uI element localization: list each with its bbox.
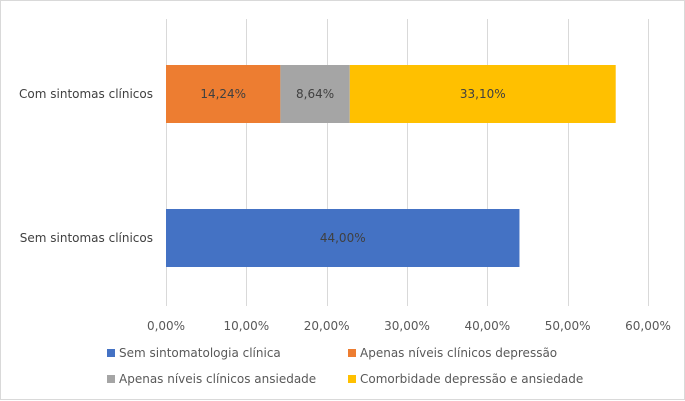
x-tick-label: 0,00% [147, 319, 185, 333]
legend-label: Comorbidade depressão e ansiedade [360, 372, 583, 386]
bar-segment [166, 65, 281, 123]
legend-swatch [348, 375, 356, 383]
legend-label: Apenas níveis clínicos ansiedade [119, 372, 316, 386]
legend: Sem sintomatologia clínica Apenas níveis … [107, 346, 583, 386]
category-label: Sem sintomas clínicos [20, 231, 153, 245]
x-tick-label: 20,00% [304, 319, 350, 333]
legend-swatch [348, 349, 356, 357]
x-tick-label: 60,00% [625, 319, 671, 333]
bar-segment [166, 209, 520, 267]
x-tick-labels: 0,00% 10,00% 20,00% 30,00% 40,00% 50,00% 60,00… [147, 319, 671, 333]
data-label: 33,10% [460, 87, 506, 101]
legend-swatch [107, 375, 115, 383]
data-label: 14,24% [200, 87, 246, 101]
bar-segment [349, 65, 616, 123]
data-label: 8,64% [296, 87, 334, 101]
legend-label: Sem sintomatologia clínica [119, 346, 281, 360]
bars: 14,24% 8,64% 33,10% 44,00% [166, 65, 616, 267]
data-label: 44,00% [320, 231, 366, 245]
category-labels: Com sintomas clínicos Sem sintomas clínic… [19, 87, 153, 245]
x-tick-label: 50,00% [545, 319, 591, 333]
bar-segment [280, 65, 350, 123]
x-tick-label: 30,00% [384, 319, 430, 333]
legend-label: Apenas níveis clínicos depressão [360, 346, 557, 360]
x-tick-label: 10,00% [223, 319, 269, 333]
legend-swatch [107, 349, 115, 357]
x-tick-label: 40,00% [464, 319, 510, 333]
category-label: Com sintomas clínicos [19, 87, 153, 101]
